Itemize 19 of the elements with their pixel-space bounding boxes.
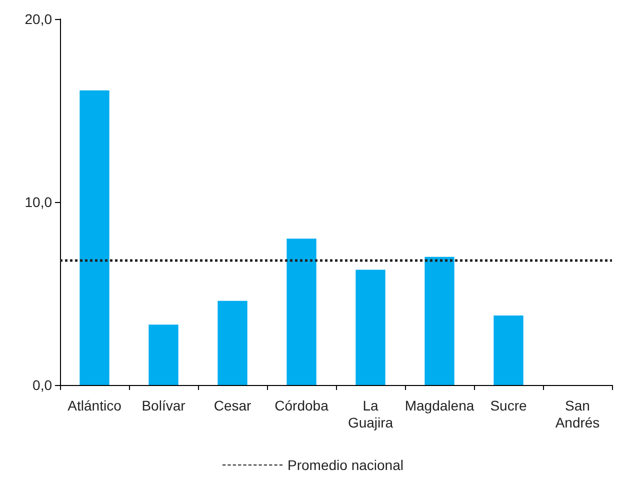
bar [494,315,524,385]
bar [80,90,110,385]
bar [356,270,386,385]
x-tick-label: Sucre [490,398,527,414]
x-tick-label: Cesar [214,398,252,414]
bar [424,256,454,385]
x-tick-label: Atlántico [68,398,122,414]
bar [218,300,248,385]
y-tick-label: 20,0 [24,11,52,27]
x-tick-label: San Andrés [555,398,600,430]
legend-label: Promedio nacional [288,457,404,473]
y-tick-label: 0,0 [32,377,52,393]
x-tick-label: Bolívar [142,398,186,414]
x-tick-label: Córdoba [274,398,329,414]
x-tick-label: La Guajira [348,398,394,430]
y-tick-label: 10,0 [24,194,52,210]
x-tick-label: Magdalena [404,398,474,414]
bar [148,324,178,385]
bar [286,238,316,385]
